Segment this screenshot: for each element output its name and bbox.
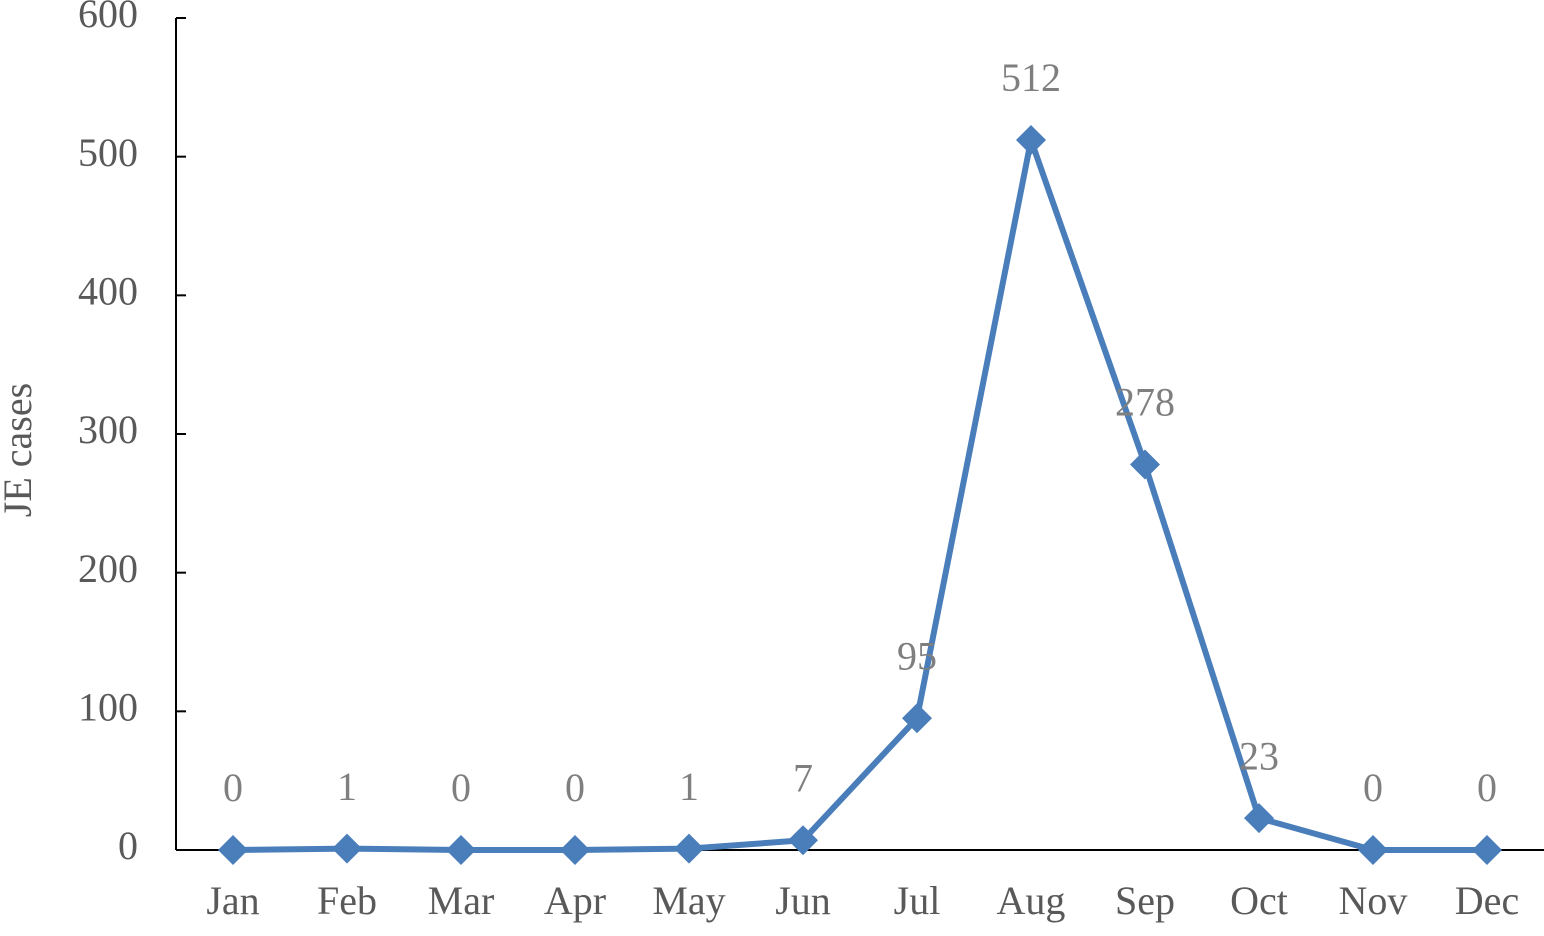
data-label: 23 bbox=[1239, 733, 1279, 778]
y-tick-label: 200 bbox=[78, 546, 138, 591]
y-tick-label: 500 bbox=[78, 130, 138, 175]
y-tick-label: 400 bbox=[78, 269, 138, 314]
data-label: 0 bbox=[565, 765, 585, 810]
marker bbox=[332, 833, 362, 864]
data-label: 0 bbox=[1363, 765, 1383, 810]
data-label: 0 bbox=[1477, 765, 1497, 810]
data-label: 278 bbox=[1115, 380, 1175, 425]
x-tick-label: Oct bbox=[1230, 878, 1288, 923]
marker bbox=[560, 835, 590, 865]
data-label: 0 bbox=[223, 765, 243, 810]
marker bbox=[1016, 125, 1046, 156]
y-tick-label: 100 bbox=[78, 685, 138, 730]
x-tick-label: Nov bbox=[1339, 878, 1408, 923]
marker bbox=[1472, 835, 1502, 865]
marker bbox=[1244, 803, 1274, 834]
data-label: 512 bbox=[1001, 55, 1061, 100]
marker bbox=[788, 825, 818, 856]
marker bbox=[1358, 835, 1388, 865]
data-label: 95 bbox=[897, 633, 937, 678]
y-tick-label: 600 bbox=[78, 0, 138, 36]
marker bbox=[902, 703, 932, 734]
data-label: 7 bbox=[793, 755, 813, 800]
x-tick-label: Sep bbox=[1115, 878, 1175, 923]
data-label: 0 bbox=[451, 765, 471, 810]
x-tick-label: Jul bbox=[894, 878, 941, 923]
line bbox=[232, 137, 1487, 853]
x-tick-label: Jan bbox=[206, 878, 259, 923]
x-tick-label: May bbox=[652, 878, 725, 923]
y-tick-label: 300 bbox=[78, 407, 138, 452]
data-label: 1 bbox=[337, 764, 357, 809]
data-label: 1 bbox=[679, 764, 699, 809]
marker bbox=[446, 835, 476, 865]
marker bbox=[674, 833, 704, 864]
marker bbox=[218, 835, 248, 865]
x-tick-label: Mar bbox=[428, 878, 495, 923]
marker bbox=[1130, 449, 1160, 480]
y-axis-label: JE cases bbox=[0, 383, 40, 517]
x-tick-label: Jun bbox=[775, 878, 831, 923]
x-tick-label: Apr bbox=[544, 878, 606, 923]
x-tick-label: Feb bbox=[317, 878, 377, 923]
y-tick-label: 0 bbox=[118, 823, 138, 868]
x-tick-label: Aug bbox=[997, 878, 1066, 923]
x-tick-label: Dec bbox=[1455, 878, 1519, 923]
